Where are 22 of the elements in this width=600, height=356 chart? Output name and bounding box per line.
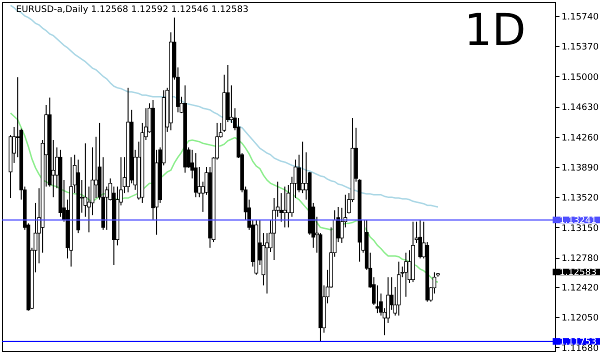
y-tick-label: 1.13150 — [562, 224, 599, 234]
text: 1D — [464, 5, 526, 56]
line-series — [10, 4, 439, 208]
candlestick — [418, 220, 422, 259]
y-tick-label: 1.13890 — [562, 163, 599, 174]
y-tick-label: 1.15740 — [562, 12, 599, 22]
candlestick — [282, 186, 287, 228]
candlestick — [265, 232, 269, 294]
candlestick — [376, 284, 380, 314]
y-tick-label: 1.15370 — [562, 42, 599, 53]
y-tick-label: 1.12050 — [562, 314, 599, 324]
y-tick-label: 1.14260 — [562, 133, 599, 144]
y-tick-label: 1.15000 — [562, 72, 599, 83]
y-tick-label: 1.12420 — [562, 283, 599, 294]
y-tick-label: 1.12780 — [562, 254, 599, 264]
candlestick — [300, 141, 304, 194]
candlestick — [404, 252, 408, 298]
text: 1.12583 — [559, 268, 597, 278]
y-tick-label: 1.13520 — [562, 194, 599, 204]
chart-title: EURUSD-a,Daily 1.12568 1.12592 1.12546 1.12583 — [16, 5, 248, 15]
candlestick — [286, 184, 290, 228]
y-tick-label: 1.14630 — [562, 103, 599, 114]
